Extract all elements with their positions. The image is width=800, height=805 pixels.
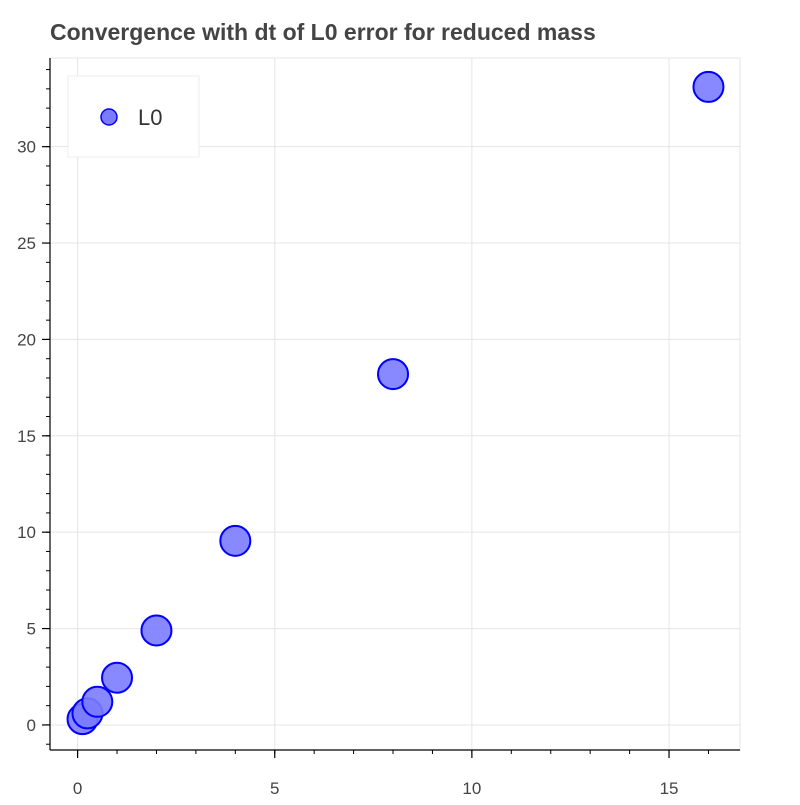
legend-marker <box>100 108 118 126</box>
axes: 0 5 10 15 0 5 10 15 20 25 30 <box>17 58 740 798</box>
y-tick-label: 5 <box>27 620 36 639</box>
x-tick-label: 5 <box>270 779 279 798</box>
data-point <box>377 358 410 391</box>
y-tick-label: 20 <box>17 330 36 349</box>
x-tick-label: 0 <box>73 779 82 798</box>
y-tick-label: 25 <box>17 234 36 253</box>
data-point <box>140 614 173 647</box>
data-point <box>81 685 114 718</box>
y-tick-label: 30 <box>17 138 36 157</box>
legend-box <box>67 75 200 158</box>
x-tick-label: 15 <box>660 779 679 798</box>
chart-title: Convergence with dt of L0 error for redu… <box>50 19 596 45</box>
data-point <box>692 70 725 103</box>
legend-label: L0 <box>138 105 162 130</box>
y-tick-label: 10 <box>17 523 36 542</box>
y-tick-label: 15 <box>17 427 36 446</box>
x-tick-label: 10 <box>462 779 481 798</box>
data-point <box>101 661 134 694</box>
y-tick-label: 0 <box>27 716 36 735</box>
legend: L0 <box>67 75 200 158</box>
data-point <box>219 524 252 557</box>
data-points <box>66 70 725 736</box>
